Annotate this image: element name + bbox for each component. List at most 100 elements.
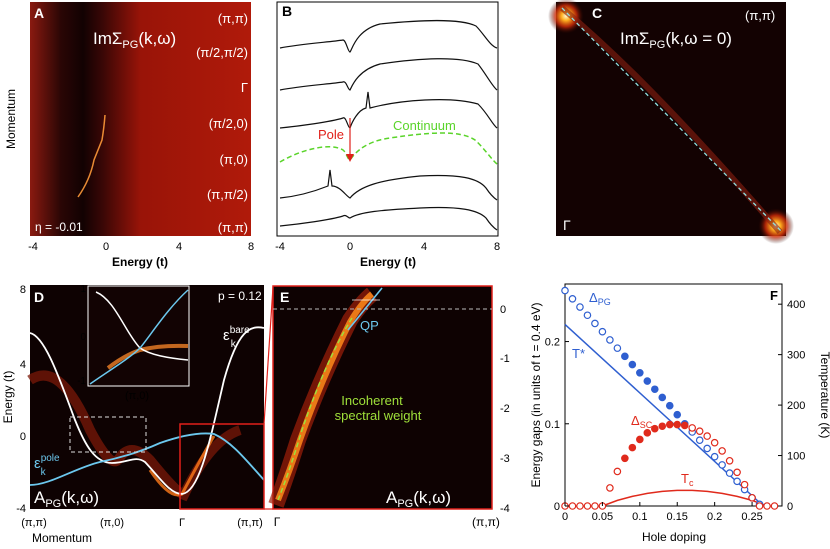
delta-sc-point xyxy=(643,429,652,437)
panel-c-hotspot xyxy=(548,0,584,34)
panel-f-axes: 0 0.05 0.1 0.15 0.2 0.25 0 0.1 0.2 0 100 200 300 400 xyxy=(545,299,806,523)
panel-f-frame xyxy=(564,283,783,507)
bare-dispersion xyxy=(29,326,265,495)
x-tick-label: 0 xyxy=(562,511,568,523)
ytick: -2 xyxy=(500,403,510,415)
delta-pg-point xyxy=(606,336,614,344)
ytick: -3 xyxy=(500,453,510,465)
delta-pg-point xyxy=(718,461,726,469)
delta-sc-point xyxy=(763,502,771,510)
delta-pg-point xyxy=(583,311,592,320)
bare-label: εbare k xyxy=(223,325,250,350)
panel-b-letter: B xyxy=(282,3,292,19)
x-tick-label: 0.05 xyxy=(592,511,613,523)
delta-pg-point xyxy=(703,444,711,453)
delta-pg-point xyxy=(658,393,667,402)
incoherent-label-line2: spectral weight xyxy=(335,408,422,423)
panel-b-curves xyxy=(279,19,498,231)
panel-d-inset: 1 0 -1 (π,0) xyxy=(77,284,190,402)
doping-label: p = 0.12 xyxy=(218,289,262,303)
x-tick-label: 0.1 xyxy=(632,511,647,523)
delta-sc-point xyxy=(673,420,682,429)
panel-f-xlabel: Hole doping xyxy=(642,530,706,544)
xtick: 4 xyxy=(421,241,427,253)
delta-sc-point xyxy=(576,502,584,510)
delta-pg-point xyxy=(591,319,599,328)
panel-c-corner-top: (π,π) xyxy=(745,8,775,23)
panel-b-xlabel: Energy (t) xyxy=(360,255,416,269)
spectral-curve xyxy=(279,206,498,231)
ytick: 0 xyxy=(80,332,86,343)
inset-band xyxy=(106,343,189,370)
delta-sc-point xyxy=(710,438,719,447)
spectral-curve xyxy=(279,169,498,201)
panel-a-heatmap xyxy=(30,2,251,236)
panel-b: B Pole Continuum -4 0 4 8 Energy (t) xyxy=(275,1,500,269)
ytick: 0 xyxy=(20,431,26,443)
continuum-curve xyxy=(279,132,498,165)
delta-pg-point xyxy=(733,477,741,486)
ytick: 0 xyxy=(500,304,506,316)
delta-pg-point xyxy=(665,401,674,410)
qp-dispersion xyxy=(347,287,383,331)
panel-f-ylabel-left: Energy gaps (in units of t = 0.4 eV) xyxy=(529,302,543,487)
xtick: (π,0) xyxy=(100,517,124,529)
qp-label: QP xyxy=(360,318,379,333)
x-tick-label: 0.2 xyxy=(707,511,722,523)
mom-label: (π/2,0) xyxy=(209,116,248,131)
delta-sc-point xyxy=(748,493,756,502)
pole-dispersion-label: εpole k xyxy=(34,453,60,478)
xtick: 8 xyxy=(248,241,254,253)
panel-f-letter: F xyxy=(770,288,778,303)
delta-pg-point xyxy=(695,436,704,445)
delta-pg-point xyxy=(710,452,719,461)
spectral-curve xyxy=(279,19,498,53)
delta-sc-point xyxy=(695,427,704,435)
delta-sc-point xyxy=(583,502,592,510)
xtick: 0 xyxy=(347,241,353,253)
panel-e-right-ticks: 0 -1 -2 -3 -4 xyxy=(500,304,510,515)
x-tick-label: 0.15 xyxy=(667,511,688,523)
y-right-tick-label: 400 xyxy=(787,299,805,311)
mom-label: Γ xyxy=(241,80,248,95)
mom-label: (π,π) xyxy=(218,11,248,26)
panel-a-eta: η = -0.01 xyxy=(35,220,83,234)
inset-yticks: 1 0 -1 xyxy=(77,284,86,387)
delta-sc-point xyxy=(621,454,629,463)
panel-d-yticks: 8 4 0 -4 xyxy=(16,284,26,515)
x-tick-label: 0.25 xyxy=(741,511,762,523)
panel-e-xticks: Γ (π,π) xyxy=(274,515,500,529)
panel-d-ylabel: Energy (t) xyxy=(1,371,15,424)
zoom-connector xyxy=(263,286,274,425)
panel-c-band xyxy=(560,5,783,234)
delta-sc-point xyxy=(755,502,764,510)
xtick: Γ xyxy=(179,517,185,529)
pole-label: Pole xyxy=(318,127,344,142)
xtick: 0 xyxy=(103,241,109,253)
panel-a-xticks: -4 0 4 8 xyxy=(28,241,254,253)
panel-a-title: ImΣPG(k,ω) xyxy=(93,29,176,51)
panel-d-xticks: (π,π) (π,0) Γ (π,π) xyxy=(21,517,263,529)
delta-pg-point xyxy=(621,352,629,361)
incoherent-guide xyxy=(277,317,353,501)
panel-d: 1 0 -1 (π,0) D p = 0.12 εbare k εpole k AP… xyxy=(1,284,265,545)
delta-sc-point xyxy=(613,467,622,476)
tc-curve xyxy=(602,489,768,507)
y-right-tick-label: 0 xyxy=(787,501,793,513)
ytick: -1 xyxy=(500,353,510,365)
panel-a-xlabel: Energy (t) xyxy=(112,255,168,269)
panel-c-letter: C xyxy=(592,5,602,21)
xtick: (π,π) xyxy=(237,517,263,529)
panel-f: F ΔPG T* ΔSC Tc 0 0.05 0.1 0.15 0.2 0.2500.10… xyxy=(529,283,830,544)
panel-d-xlabel: Momentum xyxy=(32,531,92,545)
delta-sc-point xyxy=(703,432,711,440)
mom-label: (π,0) xyxy=(220,152,248,167)
panel-a-momentum-labels: (π,π) (π/2,π/2) Γ (π/2,0) (π,0) (π,π/2) … xyxy=(196,11,248,235)
pole-arrow xyxy=(346,154,354,162)
panel-e-letter: E xyxy=(280,289,289,305)
delta-pg-label: ΔPG xyxy=(589,290,611,307)
y-right-tick-label: 100 xyxy=(787,451,805,463)
delta-sc-point xyxy=(591,502,599,510)
delta-pg-point xyxy=(613,344,622,352)
panel-e-apg-label: APG(k,ω) xyxy=(386,488,451,510)
